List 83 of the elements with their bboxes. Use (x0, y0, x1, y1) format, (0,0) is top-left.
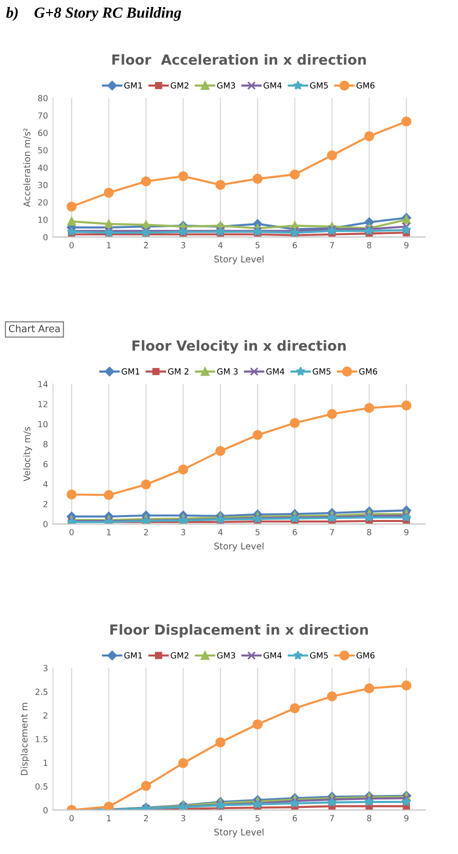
x-tick-label: 0 (70, 529, 74, 536)
x-tick-label: 6 (292, 529, 297, 536)
x-tick-label: 3 (181, 242, 186, 248)
legend-label: GM4 (264, 82, 282, 89)
x-tick-label: 1 (107, 815, 111, 822)
legend-label: GM5 (310, 652, 328, 659)
x-axis-title: Story Level (214, 542, 264, 552)
legend-label: GM1 (124, 652, 142, 659)
y-axis-title: Velocity m/s (23, 427, 32, 482)
x-axis-title: Story Level (214, 255, 264, 264)
x-tick-label: 6 (292, 242, 297, 248)
x-tick-label: 8 (367, 242, 372, 248)
x-tick-label: 9 (404, 529, 408, 536)
legend-label: GM2 (170, 652, 188, 659)
chart-title: Floor Acceleration in x direction (112, 54, 366, 65)
y-tick-label: 20 (38, 199, 48, 206)
y-axis-title: Displacement m (20, 702, 30, 775)
x-tick-label: 7 (330, 815, 334, 822)
y-tick-label: 14 (38, 381, 48, 388)
legend-label: GM4 (264, 652, 282, 659)
x-tick-label: 4 (218, 242, 223, 248)
y-tick-label: 40 (38, 164, 48, 171)
y-tick-label: 2.5 (35, 688, 48, 695)
y-tick-label: 0 (43, 520, 48, 528)
text: Chart Area (8, 324, 60, 332)
x-tick-label: 1 (107, 529, 111, 536)
x-tick-label: 1 (107, 242, 111, 248)
y-tick-label: 6 (43, 460, 48, 468)
x-tick-label: 6 (292, 815, 297, 822)
y-tick-label: 1 (44, 760, 48, 766)
x-tick-label: 0 (70, 242, 74, 248)
legend-label: GM 2 (168, 368, 188, 375)
legend-label: GM5 (312, 368, 330, 375)
y-tick-label: 60 (38, 130, 48, 136)
x-tick-label: 2 (144, 529, 148, 536)
y-tick-label: 10 (38, 216, 48, 223)
y-tick-label: 10 (38, 420, 48, 428)
y-tick-label: 12 (38, 400, 48, 408)
legend-label: GM1 (122, 368, 140, 375)
legend-label: GM1 (124, 82, 142, 89)
x-tick-label: 0 (70, 815, 74, 822)
y-tick-label: 2 (43, 500, 48, 508)
x-tick-label: 9 (404, 815, 408, 822)
x-tick-label: 8 (367, 815, 372, 822)
x-tick-label: 9 (404, 242, 408, 248)
legend-label: GM 3 (217, 368, 238, 375)
x-axis-title: Story Level (214, 828, 264, 838)
legend-label: GM6 (356, 652, 374, 659)
chart-title: Floor Displacement in x direction (110, 624, 368, 638)
x-tick-label: 5 (256, 242, 260, 248)
legend-label: GM3 (217, 82, 235, 89)
x-tick-label: 5 (256, 815, 260, 822)
y-tick-label: 1.5 (36, 736, 48, 742)
y-tick-label: 8 (43, 440, 48, 448)
x-tick-label: 4 (218, 529, 223, 536)
y-tick-label: 2 (43, 712, 48, 718)
x-tick-label: 4 (218, 815, 223, 822)
x-tick-label: 7 (330, 529, 334, 536)
legend-label: GM6 (359, 368, 378, 375)
y-tick-label: 80 (38, 94, 48, 102)
x-tick-label: 8 (367, 529, 372, 536)
y-tick-label: 4 (43, 481, 48, 488)
y-tick-label: 50 (38, 147, 48, 154)
y-tick-label: 70 (38, 112, 48, 119)
legend-label: GM2 (170, 82, 188, 89)
y-tick-label: 30 (38, 182, 48, 188)
y-tick-label: 0 (43, 234, 48, 240)
x-tick-label: 3 (181, 815, 186, 822)
y-axis-title: Acceleration m/s² (23, 128, 31, 207)
x-tick-label: 7 (330, 242, 334, 248)
legend-label: GM3 (217, 652, 235, 659)
text: b) G+8 Story RC Building (6, 7, 182, 21)
x-tick-label: 2 (144, 815, 148, 822)
x-tick-label: 3 (181, 529, 186, 536)
x-tick-label: 5 (256, 529, 260, 536)
legend-label: GM5 (310, 82, 328, 89)
x-tick-label: 2 (144, 242, 148, 248)
y-tick-label: 0 (43, 806, 48, 814)
legend-label: GM6 (356, 82, 374, 89)
chart-title: Floor Velocity in x direction (132, 340, 346, 354)
y-tick-label: 0.5 (35, 783, 48, 790)
y-tick-label: 3 (43, 664, 48, 672)
legend-label: GM4 (266, 368, 284, 375)
